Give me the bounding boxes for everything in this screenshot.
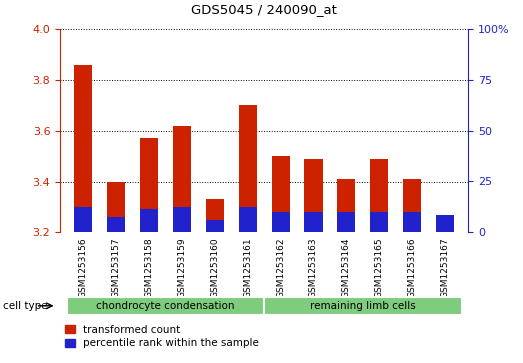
Bar <box>403 212 421 232</box>
Text: GSM1253161: GSM1253161 <box>243 237 252 298</box>
Text: GSM1253165: GSM1253165 <box>375 237 384 298</box>
Bar <box>238 105 257 232</box>
Text: chondrocyte condensation: chondrocyte condensation <box>96 301 235 311</box>
Bar <box>337 179 356 232</box>
Text: remaining limb cells: remaining limb cells <box>310 301 416 311</box>
Text: GSM1253159: GSM1253159 <box>177 237 186 298</box>
Text: cell type: cell type <box>3 301 47 311</box>
Bar <box>271 212 290 232</box>
Bar <box>271 156 290 232</box>
Bar <box>304 212 323 232</box>
Text: GSM1253157: GSM1253157 <box>111 237 121 298</box>
Bar <box>107 217 125 232</box>
Bar <box>304 159 323 232</box>
Text: GDS5045 / 240090_at: GDS5045 / 240090_at <box>191 3 337 16</box>
Text: GSM1253164: GSM1253164 <box>342 237 351 298</box>
Bar <box>403 179 421 232</box>
Bar <box>264 297 461 315</box>
Text: GSM1253167: GSM1253167 <box>440 237 450 298</box>
Text: GSM1253166: GSM1253166 <box>407 237 417 298</box>
Bar <box>107 182 125 232</box>
Bar <box>140 138 158 232</box>
Bar <box>173 126 191 232</box>
Bar <box>206 199 224 232</box>
Text: GSM1253160: GSM1253160 <box>210 237 219 298</box>
Bar <box>67 297 264 315</box>
Bar <box>74 65 92 232</box>
Bar <box>370 159 388 232</box>
Bar <box>370 212 388 232</box>
Text: GSM1253156: GSM1253156 <box>78 237 88 298</box>
Bar <box>206 220 224 232</box>
Text: GSM1253162: GSM1253162 <box>276 237 285 298</box>
Text: GSM1253158: GSM1253158 <box>144 237 153 298</box>
Bar <box>173 207 191 232</box>
Bar <box>238 207 257 232</box>
Bar <box>337 212 356 232</box>
Bar <box>436 215 454 232</box>
Bar <box>74 207 92 232</box>
Bar <box>140 209 158 232</box>
Text: GSM1253163: GSM1253163 <box>309 237 318 298</box>
Legend: transformed count, percentile rank within the sample: transformed count, percentile rank withi… <box>65 325 259 348</box>
Bar <box>436 215 454 232</box>
